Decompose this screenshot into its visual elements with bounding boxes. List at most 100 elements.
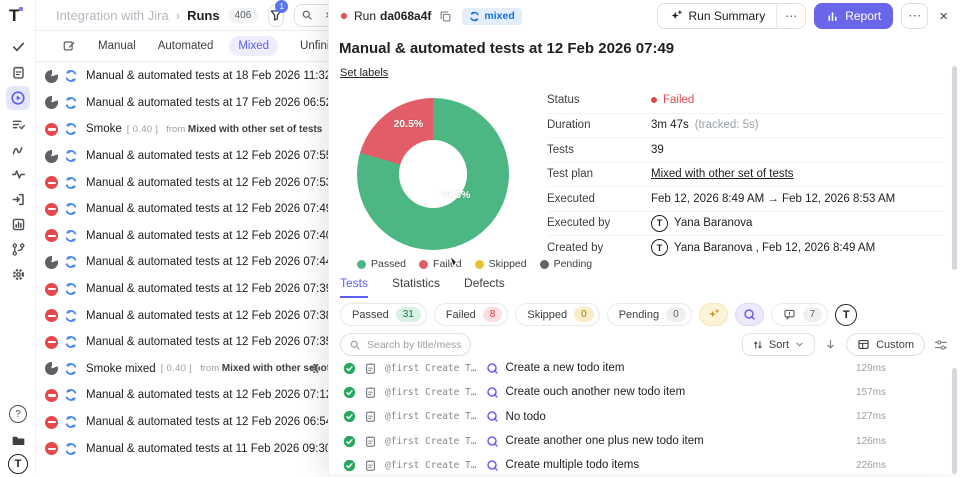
rail-item-ready[interactable] <box>6 34 30 58</box>
tab-defects[interactable]: Defects <box>464 276 505 290</box>
run-title: Manual & automated tests at 12 Feb 2026 … <box>86 416 328 429</box>
tab-manual[interactable]: Manual <box>98 40 136 52</box>
test-row[interactable]: @first Create T… Create another one plus … <box>329 429 960 453</box>
failed-dot-icon <box>341 13 347 19</box>
bar-chart-icon <box>826 10 839 23</box>
chip-pending[interactable]: Pending 0 <box>606 303 692 326</box>
copy-icon[interactable] <box>439 10 452 23</box>
run-list-item[interactable]: Manual & automated tests at 12 Feb 2026 … <box>36 223 328 250</box>
automation-q-icon <box>486 435 499 448</box>
app-logo[interactable]: T <box>9 6 24 25</box>
test-plan-link[interactable]: Mixed with other set of tests <box>651 168 794 181</box>
tab-mixed[interactable]: Mixed <box>229 36 279 56</box>
tests-search-input[interactable] <box>367 338 462 351</box>
rail-item-settings-gear-icon[interactable] <box>6 262 30 286</box>
test-row[interactable]: @first Create T… Create a new todo item 12… <box>329 356 960 380</box>
rail-item-help[interactable]: ? <box>6 402 30 426</box>
test-tag: @first Create T… <box>385 386 477 398</box>
test-tag: @first Create T… <box>385 362 477 374</box>
test-list-scrollbar[interactable] <box>952 368 957 474</box>
rail-item-analytics-pulse[interactable] <box>6 162 30 186</box>
rail-item-runs[interactable] <box>6 86 30 110</box>
run-list-item[interactable]: Smoke mixed [ 0.40 ] from Mixed with other… <box>36 356 328 383</box>
run-list-item[interactable]: Manual & automated tests at 11 Feb 2026 … <box>36 435 328 462</box>
mixed-run-icon <box>64 149 78 163</box>
run-list-item[interactable]: Manual & automated tests at 12 Feb 2026 … <box>36 249 328 276</box>
run-summary-more-button[interactable]: ⋯ <box>776 4 805 28</box>
select-mode-icon[interactable] <box>62 39 76 53</box>
failed-status-icon <box>45 388 58 402</box>
chip-flaky[interactable] <box>698 303 728 326</box>
rail-item-signature[interactable] <box>6 137 30 161</box>
passed-check-icon <box>343 410 356 423</box>
test-row[interactable]: @first Create T… Create multiple todo ite… <box>329 453 960 477</box>
legend-passed[interactable]: Passed <box>357 258 406 270</box>
rail-item-reports[interactable] <box>6 212 30 236</box>
mixed-run-icon <box>64 309 78 323</box>
run-list-item[interactable]: Manual & automated tests at 17 Feb 2026 … <box>36 90 328 117</box>
test-case-clipboard-icon <box>364 435 377 448</box>
run-type-chip: mixed <box>462 7 522 25</box>
run-label: Run <box>354 9 377 23</box>
rail-item-test-cases[interactable] <box>6 60 30 84</box>
run-list-item[interactable]: Manual & automated tests at 12 Feb 2026 … <box>36 276 328 303</box>
assignee-avatar[interactable]: T <box>835 303 858 326</box>
chip-skipped[interactable]: Skipped 0 <box>515 303 600 326</box>
filter-count-badge: 1 <box>275 0 289 13</box>
runs-search-input[interactable]: × <box>294 3 328 27</box>
runs-count-badge: 406 <box>227 7 259 23</box>
view-settings-button[interactable] <box>934 338 948 352</box>
chip-comments[interactable]: 7 <box>770 303 829 326</box>
run-list-item[interactable]: Manual & automated tests at 12 Feb 2026 … <box>36 302 328 329</box>
test-title: Create multiple todo items <box>505 459 640 472</box>
close-panel-icon[interactable]: × <box>939 7 948 25</box>
custom-columns-button[interactable]: Custom <box>846 333 925 356</box>
sparkle-icon <box>669 9 683 23</box>
mixed-run-icon <box>64 362 78 376</box>
sort-direction-button[interactable] <box>824 338 837 351</box>
rail-item-account[interactable]: T <box>6 452 30 476</box>
automation-q-icon <box>486 410 499 423</box>
test-tag: @first Create T… <box>385 459 477 471</box>
chip-failed[interactable]: Failed 8 <box>433 303 509 326</box>
run-plan-link[interactable]: Mixed with other set of tests <box>221 363 328 375</box>
legend-pending[interactable]: Pending <box>539 258 592 270</box>
panel-scrollbar[interactable] <box>952 66 957 270</box>
report-button[interactable]: Report <box>814 3 894 29</box>
rail-item-projects-folder[interactable] <box>6 428 30 452</box>
run-summary-button[interactable]: Run Summary <box>658 4 777 28</box>
search-clear-icon[interactable]: × <box>325 8 328 22</box>
mixed-run-icon <box>64 388 78 402</box>
rail-item-branches[interactable] <box>6 237 30 261</box>
row-gear-icon[interactable] <box>309 362 322 375</box>
rail-item-plans[interactable] <box>6 112 30 136</box>
set-labels-link[interactable]: Set labels <box>340 67 389 79</box>
tab-statistics[interactable]: Statistics <box>392 276 441 290</box>
run-plan-link[interactable]: Mixed with other set of tests <box>187 123 323 135</box>
run-list-item[interactable]: Manual & automated tests at 12 Feb 2026 … <box>36 409 328 436</box>
rail-item-import[interactable] <box>6 187 30 211</box>
tab-tests[interactable]: Tests <box>340 276 369 298</box>
run-list-item[interactable]: Manual & automated tests at 12 Feb 2026 … <box>36 169 328 196</box>
sort-button[interactable]: Sort <box>741 333 816 356</box>
legend-skipped[interactable]: Skipped <box>474 258 527 270</box>
run-details-table: Status Failed Duration 3m 47s (tracked: 5s)… <box>547 88 943 260</box>
tab-automated[interactable]: Automated <box>157 40 214 52</box>
run-list-item[interactable]: Manual & automated tests at 12 Feb 2026 … <box>36 329 328 356</box>
legend-failed[interactable]: Failed <box>419 258 462 270</box>
run-list-item[interactable]: Smoke [ 0.40 ] from Mixed with other set o… <box>36 116 328 143</box>
run-list-item[interactable]: Manual & automated tests at 18 Feb 2026 … <box>36 63 328 90</box>
breadcrumb-project[interactable]: Integration with Jira <box>56 7 169 23</box>
run-list-item[interactable]: Manual & automated tests at 12 Feb 2026 … <box>36 196 328 223</box>
chip-automated[interactable] <box>734 303 764 326</box>
test-row[interactable]: @first Create T… No todo 127ms <box>329 405 960 429</box>
run-list-item[interactable]: Manual & automated tests at 12 Feb 2026 … <box>36 382 328 409</box>
detail-row-created-by: Created by T Yana Baranova , Feb 12, 2026 … <box>547 235 943 260</box>
chip-passed[interactable]: Passed 31 <box>340 303 427 326</box>
test-row[interactable]: @first Create T… Create ouch another new … <box>329 380 960 404</box>
tab-unfinished[interactable]: Unfinished <box>300 40 328 52</box>
run-list-item[interactable]: Manual & automated tests at 12 Feb 2026 … <box>36 143 328 170</box>
filter-button[interactable]: 1 <box>268 0 289 27</box>
run-summary-split-button: Run Summary ⋯ <box>656 3 807 29</box>
more-actions-button[interactable]: ⋯ <box>901 3 929 29</box>
